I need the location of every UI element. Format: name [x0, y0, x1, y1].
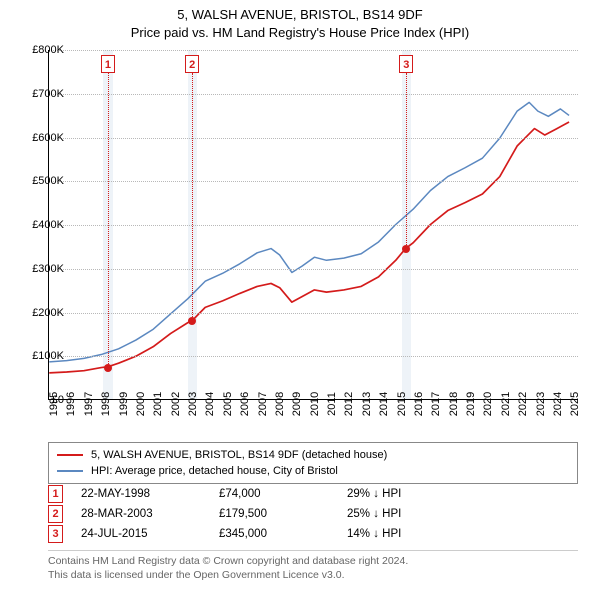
- chart-gridline: [49, 181, 578, 182]
- legend-row: 5, WALSH AVENUE, BRISTOL, BS14 9DF (deta…: [57, 447, 569, 463]
- x-axis-tick-label: 2003: [187, 392, 199, 416]
- property-series-line: [49, 122, 569, 373]
- price-chart: 1 2 3: [48, 50, 578, 400]
- x-axis-tick-label: 1998: [100, 392, 112, 416]
- sales-table-row: 1 22-MAY-1998 £74,000 29% ↓ HPI: [48, 484, 578, 504]
- x-axis-tick-label: 2002: [170, 392, 182, 416]
- x-axis-tick-label: 2012: [343, 392, 355, 416]
- sales-row-marker: 2: [48, 505, 63, 523]
- chart-gridline: [49, 269, 578, 270]
- chart-gridline: [49, 225, 578, 226]
- hpi-series-line: [49, 102, 569, 362]
- y-axis-tick-label: £100K: [20, 350, 64, 362]
- x-axis-tick-label: 2023: [535, 392, 547, 416]
- chart-gridline: [49, 356, 578, 357]
- legend-row: HPI: Average price, detached house, City…: [57, 463, 569, 479]
- x-axis-tick-label: 2011: [326, 392, 338, 416]
- x-axis-tick-label: 2013: [361, 392, 373, 416]
- footer-line-1: Contains HM Land Registry data © Crown c…: [48, 555, 578, 569]
- sales-table-row: 2 28-MAR-2003 £179,500 25% ↓ HPI: [48, 504, 578, 524]
- sale-marker-box: 1: [101, 55, 115, 73]
- sales-row-price: £179,500: [219, 508, 329, 520]
- page-title-address: 5, WALSH AVENUE, BRISTOL, BS14 9DF: [0, 6, 600, 24]
- x-axis-tick-label: 2001: [152, 392, 164, 416]
- x-axis-tick-label: 2015: [396, 392, 408, 416]
- y-axis-tick-label: £700K: [20, 88, 64, 100]
- x-axis-tick-label: 2006: [239, 392, 251, 416]
- x-axis-tick-label: 2017: [430, 392, 442, 416]
- sale-marker-box: 3: [399, 55, 413, 73]
- x-axis-tick-label: 2009: [291, 392, 303, 416]
- sales-row-marker: 1: [48, 485, 63, 503]
- sales-row-date: 22-MAY-1998: [81, 488, 201, 500]
- y-axis-tick-label: £200K: [20, 307, 64, 319]
- chart-legend: 5, WALSH AVENUE, BRISTOL, BS14 9DF (deta…: [48, 442, 578, 484]
- x-axis-tick-label: 2024: [552, 392, 564, 416]
- x-axis-tick-label: 1996: [65, 392, 77, 416]
- x-axis-tick-label: 1997: [83, 392, 95, 416]
- sales-row-delta: 25% ↓ HPI: [347, 508, 467, 520]
- x-axis-tick-label: 2019: [465, 392, 477, 416]
- x-axis-tick-label: 2016: [413, 392, 425, 416]
- sale-marker-box: 2: [185, 55, 199, 73]
- y-axis-tick-label: £300K: [20, 263, 64, 275]
- sales-table: 1 22-MAY-1998 £74,000 29% ↓ HPI 2 28-MAR-2003…: [48, 484, 578, 544]
- chart-gridline: [49, 50, 578, 51]
- sales-table-row: 3 24-JUL-2015 £345,000 14% ↓ HPI: [48, 524, 578, 544]
- x-axis-tick-label: 2007: [257, 392, 269, 416]
- sale-marker-dot: [104, 364, 112, 372]
- y-axis-tick-label: £800K: [20, 44, 64, 56]
- sale-marker-dot: [402, 245, 410, 253]
- sale-marker-connector: [108, 73, 109, 368]
- chart-gridline: [49, 138, 578, 139]
- x-axis-tick-label: 2025: [569, 392, 581, 416]
- data-attribution-footer: Contains HM Land Registry data © Crown c…: [48, 550, 578, 582]
- legend-label: HPI: Average price, detached house, City…: [91, 465, 338, 477]
- x-axis-tick-label: 2000: [135, 392, 147, 416]
- sale-marker-connector: [406, 73, 407, 249]
- sales-row-date: 24-JUL-2015: [81, 528, 201, 540]
- sale-marker-connector: [192, 73, 193, 321]
- x-axis-tick-label: 2014: [378, 392, 390, 416]
- y-axis-tick-label: £500K: [20, 175, 64, 187]
- x-axis-tick-label: 2018: [448, 392, 460, 416]
- x-axis-tick-label: 1999: [118, 392, 130, 416]
- y-axis-tick-label: £600K: [20, 132, 64, 144]
- sales-row-marker: 3: [48, 525, 63, 543]
- sale-marker-dot: [188, 317, 196, 325]
- sales-row-price: £345,000: [219, 528, 329, 540]
- legend-label: 5, WALSH AVENUE, BRISTOL, BS14 9DF (deta…: [91, 449, 387, 461]
- legend-swatch: [57, 454, 83, 456]
- sales-row-date: 28-MAR-2003: [81, 508, 201, 520]
- sales-row-delta: 14% ↓ HPI: [347, 528, 467, 540]
- x-axis-tick-label: 1995: [48, 392, 60, 416]
- x-axis-tick-label: 2010: [309, 392, 321, 416]
- y-axis-tick-label: £400K: [20, 219, 64, 231]
- x-axis-tick-label: 2020: [482, 392, 494, 416]
- x-axis-tick-label: 2004: [204, 392, 216, 416]
- legend-swatch: [57, 470, 83, 472]
- x-axis-tick-label: 2021: [500, 392, 512, 416]
- chart-gridline: [49, 313, 578, 314]
- chart-gridline: [49, 94, 578, 95]
- sales-row-price: £74,000: [219, 488, 329, 500]
- page-title-subtitle: Price paid vs. HM Land Registry's House …: [0, 24, 600, 42]
- footer-line-2: This data is licensed under the Open Gov…: [48, 569, 578, 583]
- sales-row-delta: 29% ↓ HPI: [347, 488, 467, 500]
- x-axis-tick-label: 2022: [517, 392, 529, 416]
- x-axis-tick-label: 2005: [222, 392, 234, 416]
- x-axis-tick-label: 2008: [274, 392, 286, 416]
